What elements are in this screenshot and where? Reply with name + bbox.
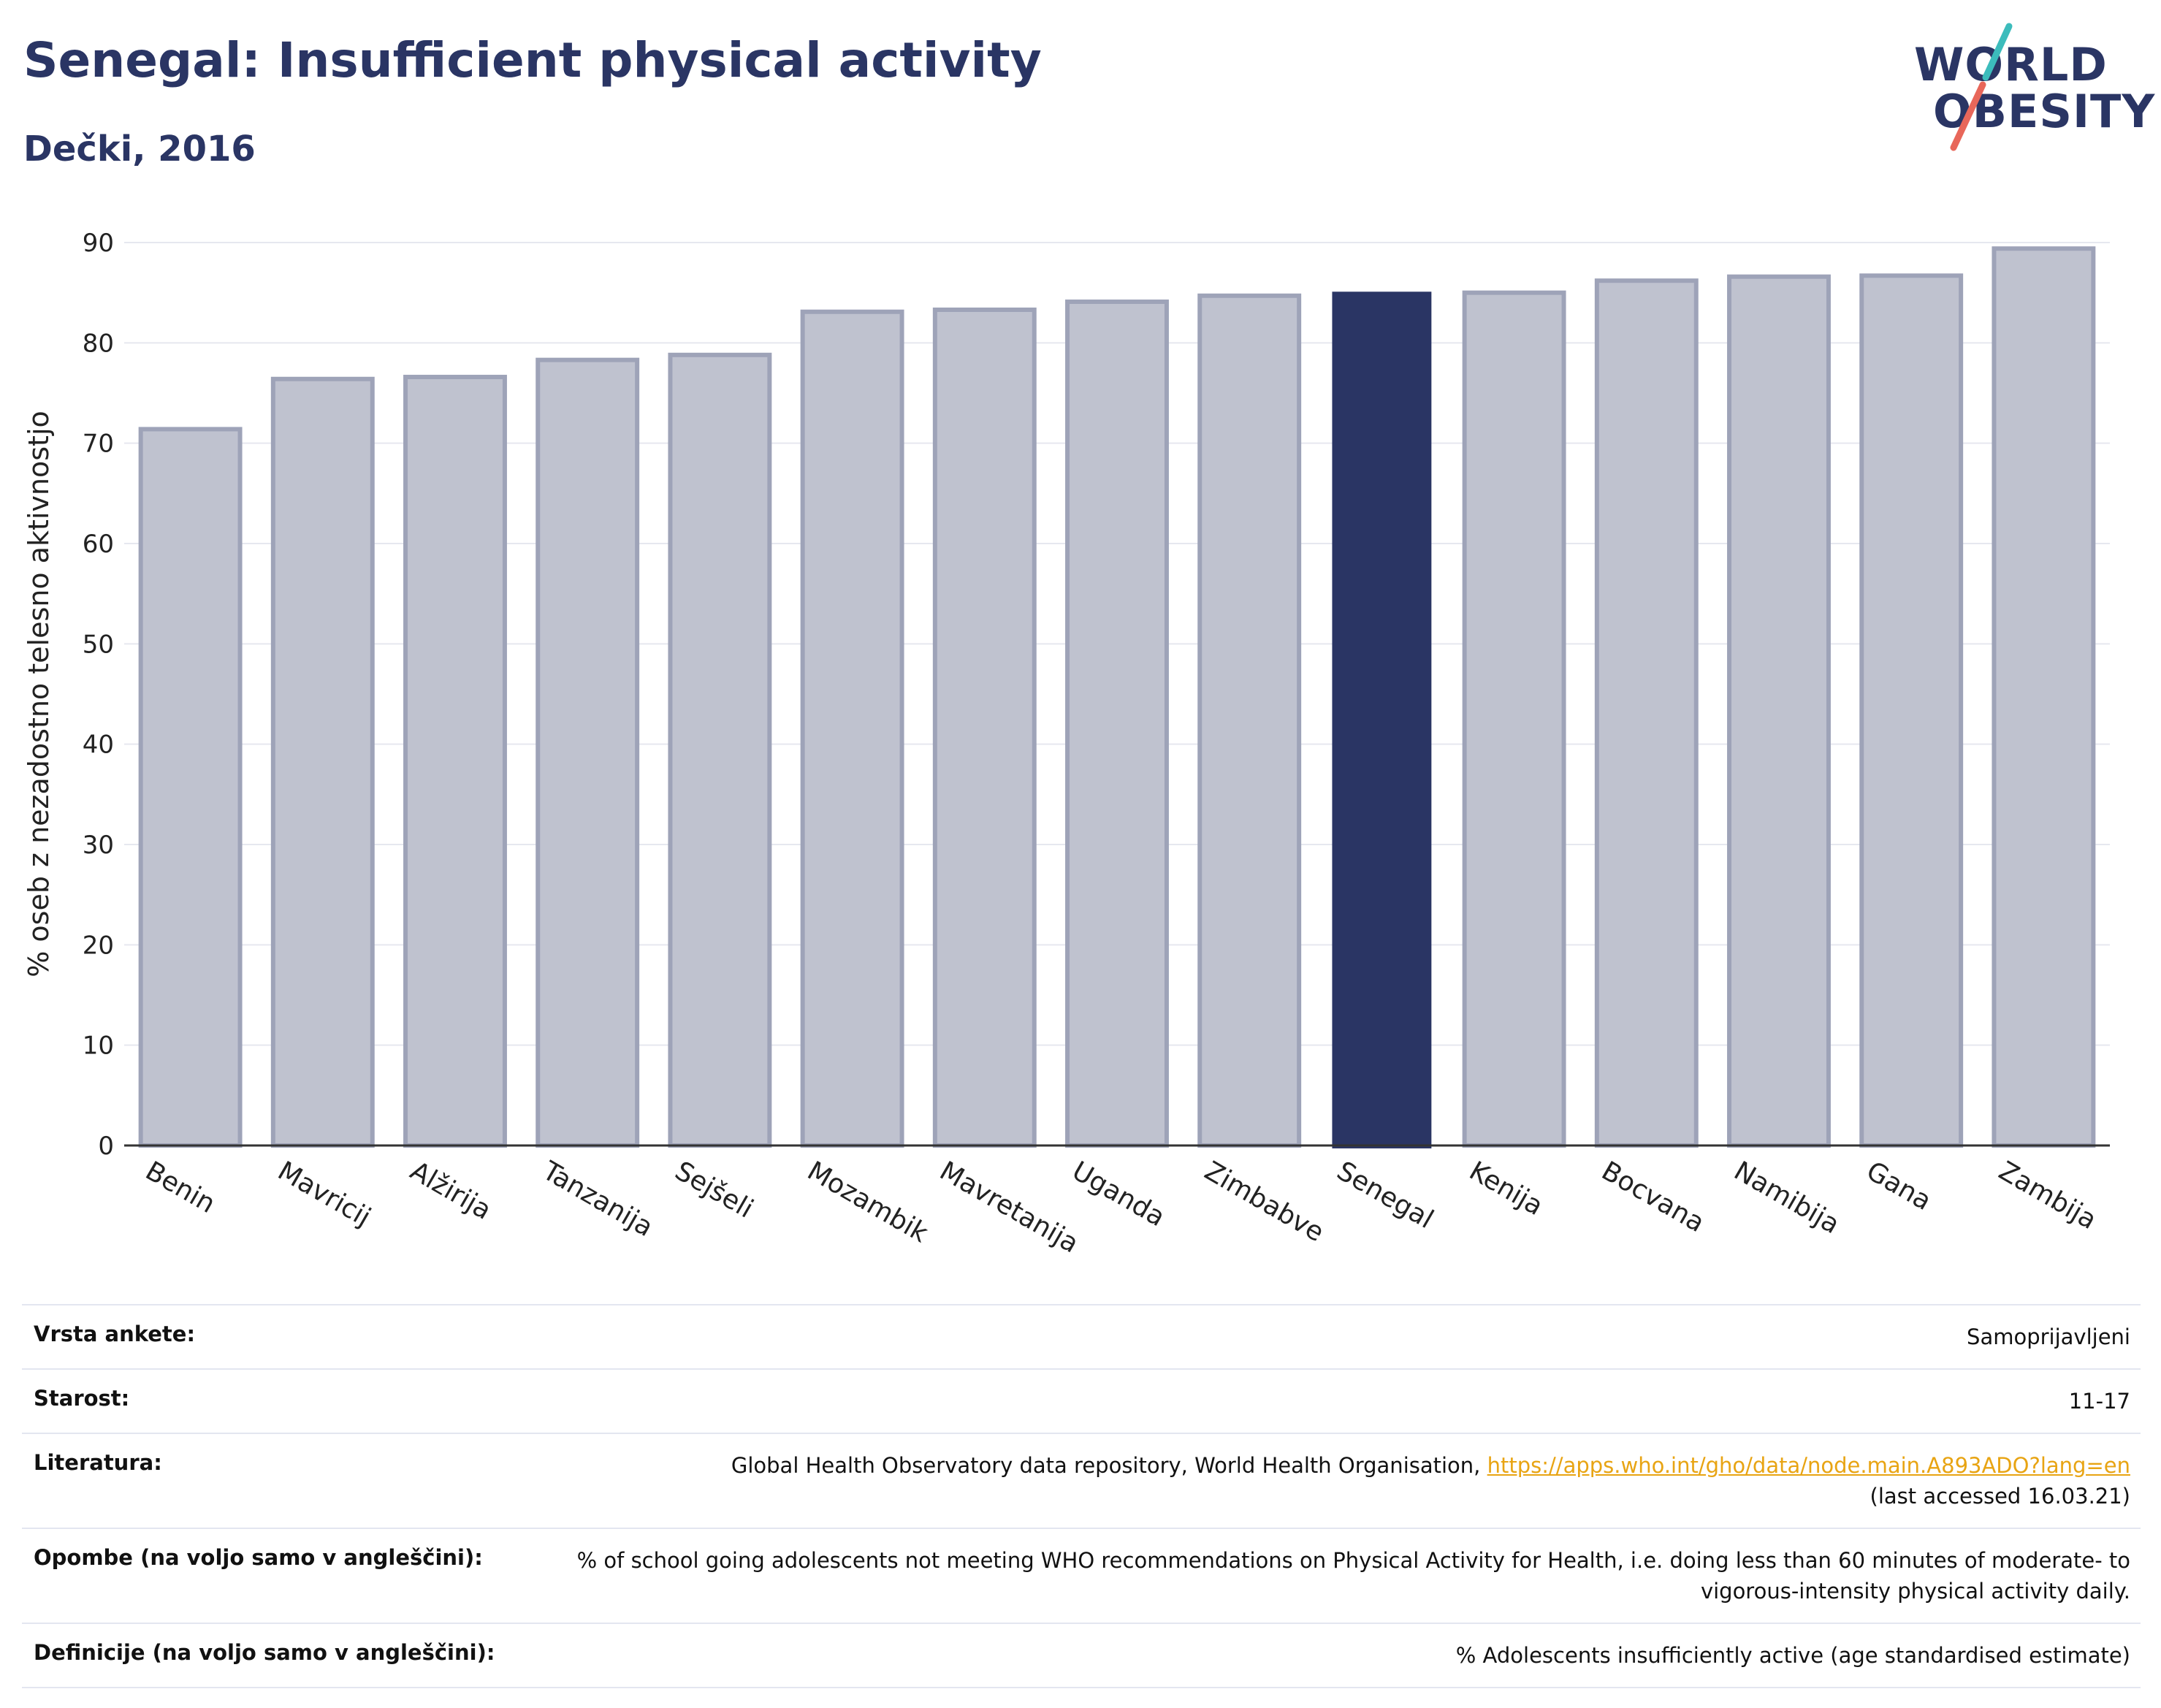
definitions-row: Definicije (na voljo samo v angleščini):… [22, 1623, 2141, 1688]
x-tick-label: Mozambik [802, 1156, 933, 1248]
y-tick-label: 20 [83, 931, 114, 960]
x-tick-label: Benin [140, 1156, 220, 1219]
row-value: 11-17 [2068, 1389, 2130, 1414]
y-tick-label: 80 [83, 329, 114, 358]
literature-source: Global Health Observatory data repositor… [731, 1453, 1487, 1478]
y-tick-label: 90 [83, 229, 114, 258]
x-tick-label: Bocvana [1596, 1156, 1710, 1238]
x-tick-label: Kenija [1464, 1156, 1548, 1221]
row-value: % Adolescents insufficiently active (age… [1455, 1643, 2130, 1668]
bar-namibija [1727, 274, 1831, 1148]
last-accessed-note: (last accessed 16.03.21) [1870, 1484, 2130, 1509]
y-tick-label: 50 [83, 630, 114, 659]
page-title: Senegal: Insufficient physical activity [23, 32, 1042, 88]
bar-benin [138, 427, 243, 1148]
y-tick-label: 0 [98, 1132, 114, 1161]
x-tick-label: Zambija [1994, 1156, 2102, 1235]
row-value: Samoprijavljeni [1967, 1324, 2130, 1349]
literature-row: Literatura: Global Health Observatory da… [22, 1433, 2141, 1528]
bar-tanzanija [536, 357, 640, 1148]
y-axis-label: % oseb z nezadostno telesno aktivnostjo [23, 411, 55, 977]
bar-uganda [1065, 300, 1169, 1148]
row-label: Definicije (na voljo samo v angleščini): [34, 1640, 495, 1665]
y-tick-label: 10 [83, 1032, 114, 1061]
row-label: Starost: [34, 1386, 130, 1411]
x-tick-label: Mavricij [272, 1156, 376, 1232]
logo-line-1: WORLD [1914, 38, 2108, 91]
x-tick-label: Senegal [1332, 1156, 1438, 1235]
bars [138, 246, 2096, 1148]
page-subtitle: Dečki, 2016 [23, 129, 256, 169]
bar-zambija [1992, 246, 2096, 1148]
bar-bocvana [1594, 278, 1699, 1148]
x-tick-label: Mavretanija [934, 1156, 1083, 1259]
y-tick-label: 30 [83, 831, 114, 860]
bar-sejšeli [668, 352, 772, 1148]
row-value: Global Health Observatory data repositor… [731, 1450, 2130, 1511]
x-tick-label: Namibija [1729, 1156, 1845, 1240]
bar-kenija [1462, 290, 1566, 1148]
notes-row: Opombe (na voljo samo v angleščini): % o… [22, 1528, 2141, 1623]
x-tick-label: Alžirija [405, 1156, 497, 1226]
y-tick-label: 40 [83, 731, 114, 760]
bar-chart: 0 10 20 30 40 50 60 70 80 90 Benin Mavricij Alžirij… [23, 229, 2110, 1259]
row-label: Literatura: [34, 1450, 162, 1475]
x-tick-label: Gana [1861, 1156, 1937, 1216]
logo-slash-icon [1950, 23, 2013, 151]
x-tick-label: Uganda [1067, 1156, 1170, 1232]
age-row: Starost: 11-17 [22, 1368, 2141, 1433]
world-obesity-logo: WORLD OBESITY [1907, 22, 2154, 153]
bar-mozambik [800, 309, 904, 1148]
bar-senegal [1332, 291, 1432, 1148]
row-label: Vrsta ankete: [34, 1322, 196, 1346]
x-tick-label: Tanzanija [537, 1156, 658, 1243]
bar-alžirija [403, 375, 507, 1148]
source-link[interactable]: https://apps.who.int/gho/data/node.main.… [1487, 1453, 2130, 1478]
row-value: % of school going adolescents not meetin… [576, 1548, 2130, 1604]
x-axis-ticks: Benin Mavricij Alžirija Tanzanija Sejšeli Moz… [140, 1156, 2101, 1259]
bar-gana [1859, 273, 1964, 1148]
y-tick-label: 60 [83, 530, 114, 559]
x-tick-label: Sejšeli [670, 1156, 758, 1224]
x-tick-label: Zimbabve [1200, 1156, 1329, 1248]
bar-zimbabve [1197, 293, 1302, 1148]
y-axis-ticks: 0 10 20 30 40 50 60 70 80 90 [83, 229, 114, 1161]
survey-type-row: Vrsta ankete: Samoprijavljeni [22, 1304, 2141, 1368]
y-tick-label: 70 [83, 430, 114, 459]
metadata-table: Vrsta ankete: Samoprijavljeni Starost: 1… [22, 1304, 2141, 1688]
bar-mavretanija [932, 308, 1037, 1148]
bar-mavricij [270, 376, 375, 1148]
row-label: Opombe (na voljo samo v angleščini): [34, 1545, 483, 1570]
